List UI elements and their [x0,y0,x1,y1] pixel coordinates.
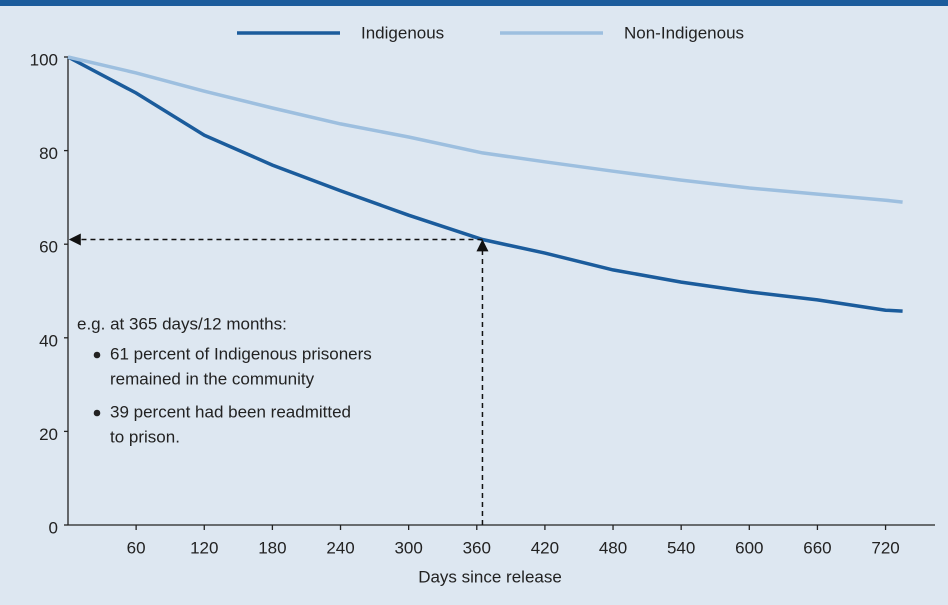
x-tick-label: 600 [735,538,763,557]
annotation-line: 39 percent had been readmitted [110,402,351,421]
x-tick-label: 540 [667,538,695,557]
y-tick-label: 20 [39,425,58,444]
y-tick-label: 60 [39,238,58,257]
legend-label: Non-Indigenous [624,23,744,42]
x-axis-label: Days since release [418,567,562,586]
annotation-line: remained in the community [110,369,315,388]
bullet [93,409,101,417]
series-line [67,55,903,313]
annotation-intro: e.g. at 365 days/12 months: [77,314,287,333]
y-tick-label: 100 [30,50,58,69]
x-tick-label: 300 [394,538,422,557]
x-tick-label: 120 [190,538,218,557]
bullet [93,351,101,359]
x-tick-label: 720 [871,538,899,557]
x-tick-label: 660 [803,538,831,557]
x-tick-label: 240 [326,538,354,557]
legend-label: Indigenous [361,23,444,42]
x-tick-label: 180 [258,538,286,557]
x-tick-label: 60 [127,538,146,557]
x-tick-label: 420 [531,538,559,557]
x-tick-label: 480 [599,538,627,557]
x-tick-label: 360 [463,538,491,557]
annotation-line: 61 percent of Indigenous prisoners [110,344,372,363]
top-bar [0,0,948,6]
y-tick-label: 80 [39,144,58,163]
annotation-line: to prison. [110,427,180,446]
y-tick-label: 0 [49,518,58,537]
series-line [67,55,903,204]
y-tick-label: 40 [39,331,58,350]
